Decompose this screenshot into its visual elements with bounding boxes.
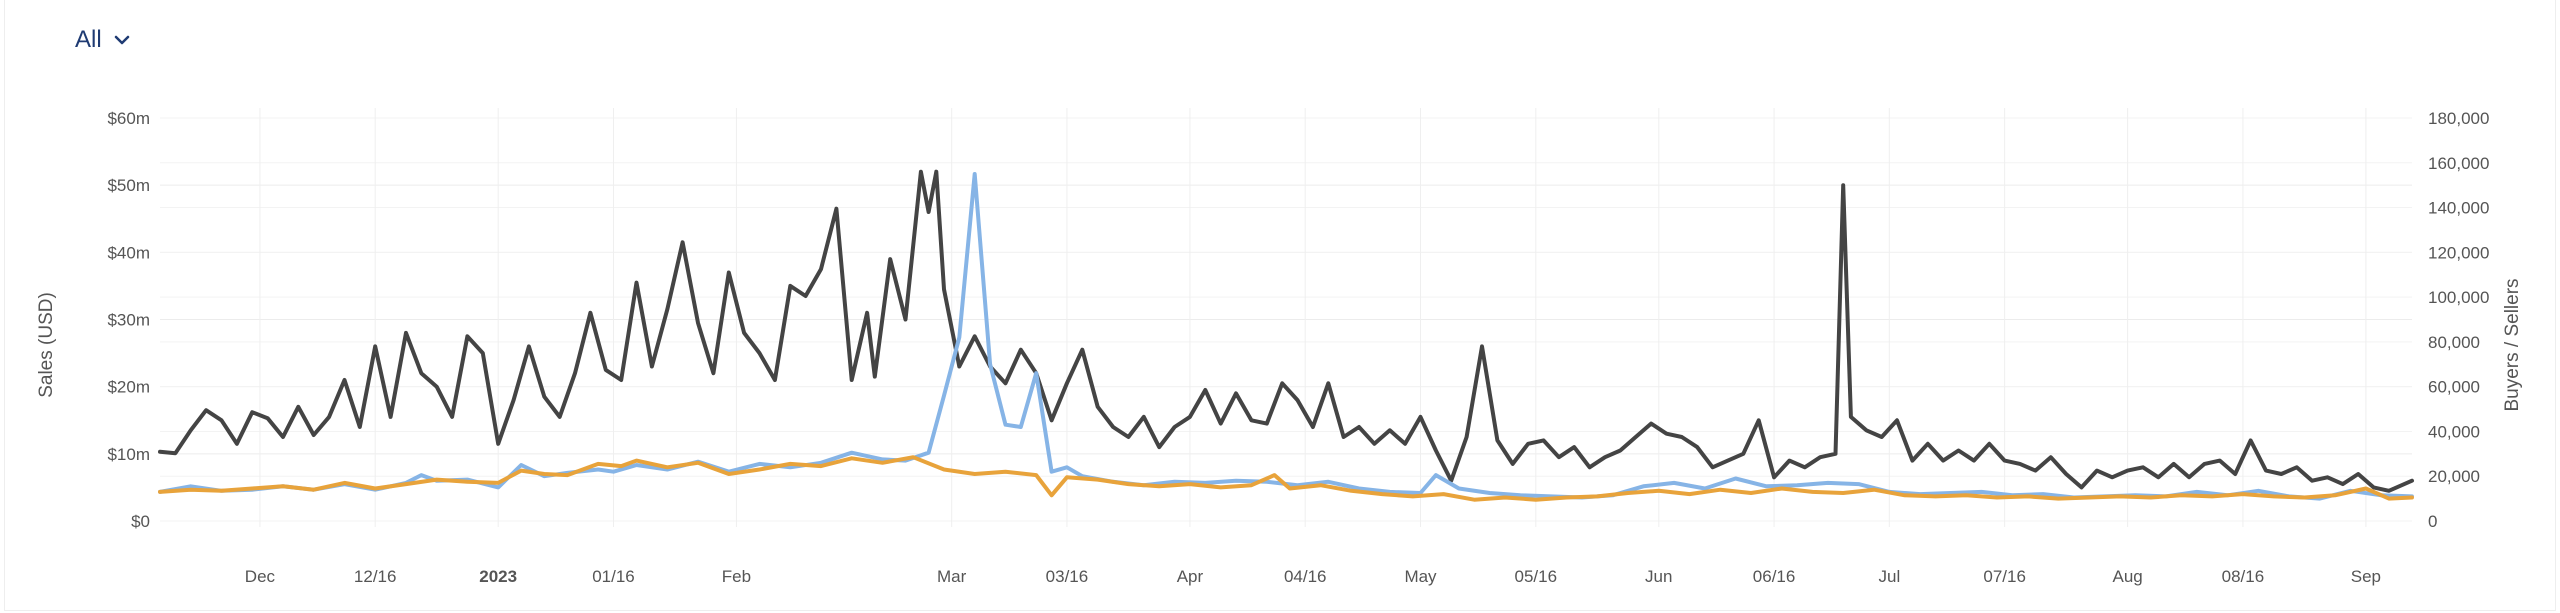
y2-tick-label: 180,000 <box>2428 109 2489 128</box>
y2-tick-label: 60,000 <box>2428 378 2480 397</box>
y-tick-label: $30m <box>107 311 150 330</box>
chart-panel: All <box>4 0 2556 611</box>
y-axis-right: 0 20,000 40,000 60,000 80,000 100,000 120,000 1… <box>2428 109 2489 531</box>
y-axis-left: $0 $10m $20m $30m $40m $50m $60m <box>107 109 150 531</box>
series-line-1 <box>158 169 2414 493</box>
chevron-down-icon <box>114 35 129 45</box>
y2-tick-label: 0 <box>2428 512 2437 531</box>
series-line-3 <box>158 455 2414 502</box>
y2-tick-label: 100,000 <box>2428 288 2489 307</box>
y-tick-label: $0 <box>131 512 150 531</box>
y-tick-label: $50m <box>107 176 150 195</box>
x-tick-label: Aug <box>2112 567 2142 586</box>
y2-tick-label: 40,000 <box>2428 422 2480 441</box>
x-axis: Dec 12/16 2023 01/16 Feb Mar 03/16 Apr 04/16 May 0… <box>245 567 2381 586</box>
x-tick-label: 03/16 <box>1046 567 1089 586</box>
x-tick-label: 01/16 <box>592 567 635 586</box>
x-tick-label: 2023 <box>479 567 517 586</box>
y2-tick-label: 80,000 <box>2428 333 2480 352</box>
x-tick-label: May <box>1404 567 1437 586</box>
x-tick-label: 12/16 <box>354 567 397 586</box>
x-tick-label: Jun <box>1645 567 1672 586</box>
x-tick-label: 08/16 <box>2222 567 2265 586</box>
y2-tick-label: 160,000 <box>2428 154 2489 173</box>
y-tick-label: $10m <box>107 445 150 464</box>
x-tick-label: 06/16 <box>1753 567 1796 586</box>
x-tick-label: Apr <box>1177 567 1204 586</box>
x-tick-label: 05/16 <box>1515 567 1558 586</box>
y2-axis-title: Buyers / Sellers <box>2502 278 2523 411</box>
y2-tick-label: 140,000 <box>2428 199 2489 218</box>
y-tick-label: $40m <box>107 243 150 262</box>
x-tick-label: Jul <box>1878 567 1900 586</box>
y2-tick-label: 20,000 <box>2428 467 2480 486</box>
series-group <box>158 169 2414 502</box>
x-tick-label: Sep <box>2351 567 2381 586</box>
grid <box>160 108 2412 527</box>
y-tick-label: $20m <box>107 378 150 397</box>
period-filter-dropdown[interactable]: All <box>75 26 132 54</box>
period-filter-label: All <box>75 26 102 53</box>
x-tick-label: 07/16 <box>1983 567 2026 586</box>
x-tick-label: 04/16 <box>1284 567 1327 586</box>
y2-tick-label: 120,000 <box>2428 243 2489 262</box>
x-tick-label: Mar <box>937 567 967 586</box>
x-tick-label: Feb <box>722 567 751 586</box>
y-tick-label: $60m <box>107 109 150 128</box>
x-tick-label: Dec <box>245 567 276 586</box>
y-axis-title: Sales (USD) <box>36 292 57 398</box>
